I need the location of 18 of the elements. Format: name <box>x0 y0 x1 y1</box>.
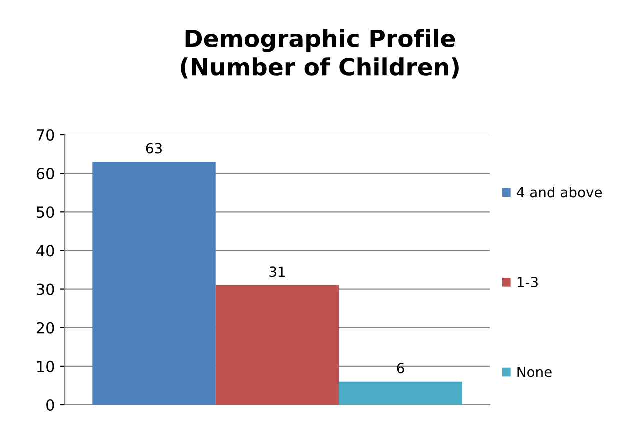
y-tick-label: 0 <box>46 399 54 412</box>
bar <box>92 162 216 405</box>
bar <box>216 285 340 405</box>
data-label: 6 <box>397 363 404 374</box>
y-tick-label: 30 <box>37 284 54 296</box>
y-tick-label: 10 <box>38 360 54 372</box>
legend-label: None <box>518 367 552 378</box>
legend-label: 4 and above <box>517 186 602 198</box>
y-tick-label: 20 <box>36 322 54 334</box>
y-tick-label: 70 <box>37 129 54 142</box>
chart-title: Demographic Profile (Number of Children) <box>181 29 459 79</box>
data-label: 63 <box>146 143 162 154</box>
bar <box>339 382 462 405</box>
data-label: 31 <box>270 266 286 278</box>
legend-label: 1-3 <box>518 277 538 288</box>
y-tick-label: 60 <box>36 168 54 180</box>
y-tick-label: 40 <box>36 245 54 257</box>
y-tick-label: 50 <box>37 206 54 218</box>
